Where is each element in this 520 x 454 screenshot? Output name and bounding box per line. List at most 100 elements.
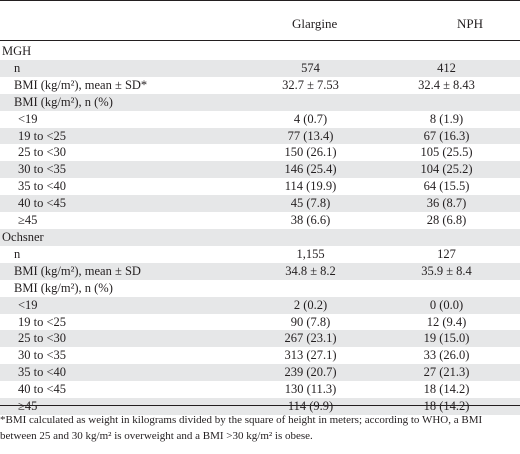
glargine-cell: 574 [248, 59, 373, 77]
glargine-cell: 38 (6.6) [290, 213, 331, 228]
nph-cell [373, 280, 520, 297]
table-row: BMI (kg/m²), mean ± SD 34.8 ± 8.2 35.9 ± 8… [0, 262, 520, 280]
nph-cell: 33 (26.0) [423, 348, 470, 363]
row-label: 30 to <35 [18, 348, 67, 363]
row-label-cell: 40 to <45 [0, 195, 248, 213]
glargine-cell: 32.7 ± 7.53 [282, 77, 339, 92]
row-label: n [14, 60, 21, 75]
row-label-cell: <19 [0, 111, 248, 128]
footnote-line-2: between 25 and 30 kg/m² is overweight an… [0, 430, 313, 442]
row-label-cell: n [0, 59, 248, 77]
nph-cell: 64 (15.5) [423, 179, 470, 194]
glargine-cell: 239 (20.7) [248, 364, 373, 382]
row-label: 25 to <30 [18, 145, 67, 160]
table-row: <19 4 (0.7) 8 (1.9) [0, 111, 520, 128]
nph-cell: 36 (8.7) [373, 195, 520, 213]
row-label: BMI (kg/m²), n (%) [14, 94, 113, 109]
table-row: 40 to <45 130 (11.3) 18 (14.2) [0, 381, 520, 398]
row-label-cell: n [0, 246, 248, 263]
nph-cell: 35.9 ± 8.4 [373, 262, 520, 280]
table-row: BMI (kg/m²), n (%) [0, 93, 520, 111]
row-label-cell: ≥45 [0, 398, 248, 415]
nph-cell: 19 (15.0) [373, 330, 520, 348]
row-label: BMI (kg/m²), mean ± SD [14, 263, 141, 278]
glargine-cell: 150 (26.1) [284, 145, 337, 160]
table-row: ≥45 38 (6.6) 28 (6.8) [0, 212, 520, 229]
table-row: 40 to <45 45 (7.8) 36 (8.7) [0, 195, 520, 213]
glargine-cell: 114 (9.9) [248, 398, 373, 415]
row-label: <19 [18, 111, 38, 126]
table-row: 30 to <35 146 (25.4) 104 (25.2) [0, 161, 520, 179]
row-label: 19 to <25 [18, 128, 67, 143]
glargine-cell: 90 (7.8) [290, 314, 331, 329]
row-label-cell: ≥45 [0, 212, 248, 229]
table-row: n 574 412 [0, 59, 520, 77]
glargine-cell [248, 228, 373, 246]
row-label: 40 to <45 [18, 196, 67, 211]
nph-cell [373, 93, 520, 111]
row-label-cell: BMI (kg/m²), n (%) [0, 280, 248, 297]
glargine-cell [248, 280, 373, 297]
row-label: MGH [2, 44, 32, 58]
row-label-cell: 40 to <45 [0, 381, 248, 398]
nph-cell: 12 (9.4) [426, 314, 467, 329]
table-row: ≥45 114 (9.9) 18 (14.2) [0, 398, 520, 415]
footnote-line-1: *BMI calculated as weight in kilograms d… [0, 414, 483, 426]
row-label: 40 to <45 [18, 382, 67, 397]
glargine-cell: 1,155 [296, 246, 325, 261]
row-label: 25 to <30 [18, 331, 67, 346]
row-label-cell: 19 to <25 [0, 127, 248, 145]
glargine-cell: 114 (19.9) [284, 179, 337, 194]
glargine-cell: 4 (0.7) [293, 111, 328, 126]
row-label: BMI (kg/m²), n (%) [14, 280, 113, 295]
nph-cell: 0 (0.0) [373, 296, 520, 314]
nph-cell: 18 (14.2) [423, 382, 470, 397]
row-label: 19 to <25 [18, 314, 67, 329]
section-row: Ochsner [0, 228, 520, 246]
table-row: <19 2 (0.2) 0 (0.0) [0, 296, 520, 314]
bottom-rule [0, 405, 520, 406]
glargine-cell: 267 (23.1) [248, 330, 373, 348]
row-label: BMI (kg/m²), mean ± SD* [14, 77, 148, 92]
nph-cell: 105 (25.5) [420, 145, 473, 160]
glargine-cell [248, 93, 373, 111]
header-glargine: Glargine [292, 16, 338, 31]
row-label: ≥45 [18, 213, 38, 228]
row-label: 35 to <40 [18, 179, 67, 194]
glargine-cell [248, 43, 373, 60]
table-row: n 1,155 127 [0, 246, 520, 263]
nph-cell: 8 (1.9) [429, 111, 464, 126]
nph-cell: 32.4 ± 8.43 [418, 77, 475, 92]
row-label-cell: <19 [0, 296, 248, 314]
glargine-cell: 45 (7.8) [248, 195, 373, 213]
table-row: 25 to <30 267 (23.1) 19 (15.0) [0, 330, 520, 348]
nph-cell: 28 (6.8) [426, 213, 467, 228]
glargine-cell: 130 (11.3) [284, 382, 337, 397]
row-label-cell: 30 to <35 [0, 347, 248, 364]
row-label-cell: 25 to <30 [0, 144, 248, 161]
row-label: 30 to <35 [18, 162, 67, 177]
table-row: 25 to <30 150 (26.1) 105 (25.5) [0, 144, 520, 161]
row-label: <19 [18, 297, 38, 312]
nph-cell: 127 [437, 246, 456, 261]
table-header: Glargine NPH [0, 16, 520, 36]
glargine-cell: 77 (13.4) [248, 127, 373, 145]
section-row: MGH [0, 43, 520, 60]
top-rule [0, 0, 520, 1]
table-body: MGH n 574 412 BMI (kg/m²), mean ± SD* 32.7 ± … [0, 43, 520, 415]
row-label-cell: 35 to <40 [0, 178, 248, 195]
nph-cell [373, 43, 520, 60]
footnote: *BMI calculated as weight in kilograms d… [0, 412, 520, 444]
row-label-cell: Ochsner [0, 228, 248, 246]
table-row: 35 to <40 239 (20.7) 27 (21.3) [0, 364, 520, 382]
row-label-cell: 25 to <30 [0, 330, 248, 348]
table-row: 30 to <35 313 (27.1) 33 (26.0) [0, 347, 520, 364]
nph-cell: 67 (16.3) [373, 127, 520, 145]
table-row: BMI (kg/m²), n (%) [0, 280, 520, 297]
nph-cell: 104 (25.2) [373, 161, 520, 179]
nph-cell: 27 (21.3) [373, 364, 520, 382]
row-label-cell: 30 to <35 [0, 161, 248, 179]
row-label: 35 to <40 [18, 365, 67, 380]
table-row: 35 to <40 114 (19.9) 64 (15.5) [0, 178, 520, 195]
table-row: 19 to <25 77 (13.4) 67 (16.3) [0, 127, 520, 145]
